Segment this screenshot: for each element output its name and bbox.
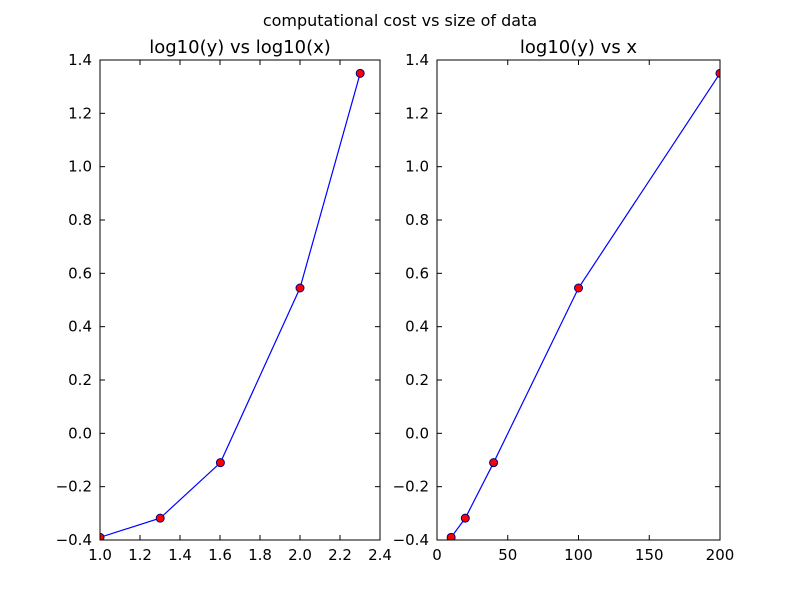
right-x-tick-label: 50 bbox=[498, 546, 517, 564]
left-data-point bbox=[355, 68, 365, 78]
right-x-tick-label: 150 bbox=[635, 546, 664, 564]
right-subplot-title: log10(y) vs x bbox=[520, 37, 638, 58]
left-x-tick-label: 2.4 bbox=[368, 546, 392, 564]
left-y-tick-label: −0.2 bbox=[56, 478, 92, 496]
right-y-tick-label: 1.4 bbox=[405, 51, 429, 69]
right-x-tick-label: 200 bbox=[706, 546, 735, 564]
left-axes-frame bbox=[99, 59, 381, 541]
left-data-point bbox=[100, 532, 105, 540]
right-x-tick-label: 0 bbox=[432, 546, 442, 564]
right-data-point bbox=[489, 458, 499, 468]
left-x-tick-label: 1.6 bbox=[208, 546, 232, 564]
left-x-tick-label: 1.8 bbox=[248, 546, 272, 564]
left-x-tick-label: 2.2 bbox=[328, 546, 352, 564]
left-subplot: 1.0 1.2 1.4 1.6 1.8 2.0 2.2 2.4 −0.4 −0.2 0.0 0.2 0.… bbox=[56, 37, 392, 564]
left-y-tick-label: 1.0 bbox=[68, 158, 92, 176]
left-data-point bbox=[295, 283, 305, 293]
right-y-tick-label: −0.4 bbox=[393, 531, 429, 549]
right-data-point bbox=[460, 513, 470, 523]
right-data-point bbox=[715, 68, 720, 78]
left-y-tick-label: 0.2 bbox=[68, 371, 92, 389]
left-x-tick-label: 2.0 bbox=[288, 546, 312, 564]
left-data-group bbox=[100, 68, 365, 540]
right-y-tick-label: 1.2 bbox=[405, 104, 429, 122]
left-y-tick-label: 0.4 bbox=[68, 318, 92, 336]
left-y-tick-label: 1.4 bbox=[68, 51, 92, 69]
left-y-tick-label: 0.8 bbox=[68, 211, 92, 229]
figure-suptitle: computational cost vs size of data bbox=[263, 11, 537, 30]
right-data-point bbox=[574, 283, 583, 293]
right-x-tick-label: 100 bbox=[564, 546, 593, 564]
left-x-tick-label: 1.2 bbox=[128, 546, 152, 564]
left-x-tick-label: 1.4 bbox=[168, 546, 192, 564]
right-axes-frame bbox=[436, 59, 721, 541]
left-y-tick-label: 0.0 bbox=[68, 424, 92, 442]
left-data-point bbox=[215, 458, 225, 468]
right-y-tick-label: 0.4 bbox=[405, 318, 429, 336]
left-subplot-title: log10(y) vs log10(x) bbox=[149, 37, 331, 58]
left-data-point bbox=[155, 513, 165, 523]
right-y-tick-label: 0.6 bbox=[405, 264, 429, 282]
right-data-group bbox=[446, 68, 720, 540]
right-data-point bbox=[446, 532, 456, 540]
right-subplot: 0 50 100 150 200 −0.4 −0.2 0.0 0.2 0.4 0.6 0.8 1.0 1.… bbox=[393, 37, 735, 564]
left-y-tick-label: 0.6 bbox=[68, 264, 92, 282]
right-y-tick-label: 0.0 bbox=[405, 424, 429, 442]
left-y-tick-label: 1.2 bbox=[68, 104, 92, 122]
right-y-tick-label: −0.2 bbox=[393, 478, 429, 496]
right-y-tick-label: 0.2 bbox=[405, 371, 429, 389]
left-x-tick-label: 1.0 bbox=[88, 546, 112, 564]
left-y-tick-label: −0.4 bbox=[56, 531, 92, 549]
right-y-tick-label: 0.8 bbox=[405, 211, 429, 229]
right-y-tick-label: 1.0 bbox=[405, 158, 429, 176]
